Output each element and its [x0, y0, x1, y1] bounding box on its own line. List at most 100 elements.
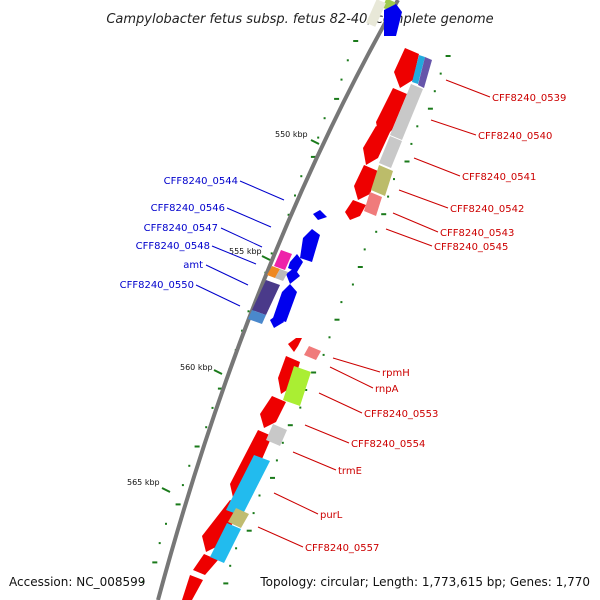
- gene-feature: [379, 136, 402, 168]
- gene-feature: [364, 192, 382, 216]
- gc-dot: [141, 580, 144, 583]
- gene-arrow-forward: [313, 210, 327, 220]
- leader-line: [413, 157, 461, 177]
- gc-dot: [439, 72, 442, 75]
- tick-mark: [310, 139, 320, 145]
- gene-arrow-reverse: [354, 165, 378, 200]
- forward-feature-blocks: [248, 250, 292, 324]
- gc-dot: [381, 213, 387, 216]
- gene-feature: [304, 346, 321, 360]
- gene-label-cff8240-0548: CFF8240_0548: [136, 241, 210, 252]
- gene-label-cff8240-0539: CFF8240_0539: [492, 93, 566, 104]
- map-title: Campylobacter fetus subsp. fetus 82-40, …: [106, 12, 493, 27]
- gc-dot: [252, 512, 255, 515]
- gc-dot: [281, 441, 284, 444]
- gc-dot: [375, 230, 378, 233]
- leader-line: [392, 212, 439, 233]
- gene-arrow-reverse: [182, 575, 203, 600]
- forward-leader-lines: [195, 180, 285, 307]
- gene-label-cff8240-0547: CFF8240_0547: [144, 223, 218, 234]
- gc-dot: [340, 301, 343, 304]
- forward-gene-labels: CFF8240_0544 CFF8240_0546 CFF8240_0547 C…: [120, 176, 238, 291]
- gc-dot: [416, 125, 419, 128]
- gc-dot: [175, 503, 181, 506]
- accession-text: Accession: NC_008599: [9, 575, 145, 589]
- gene-feature: [390, 84, 423, 140]
- gc-dot: [323, 117, 326, 120]
- gene-feature: [228, 508, 249, 528]
- gc-dot: [387, 195, 390, 198]
- gc-dot: [393, 178, 395, 181]
- gc-dot: [258, 494, 261, 497]
- gc-dot: [294, 194, 296, 197]
- reverse-leader-lines: [257, 79, 491, 548]
- gene-feature: [371, 165, 393, 196]
- gc-dot: [181, 484, 184, 487]
- gc-dot: [404, 160, 410, 163]
- gene-label-cff8240-0550: CFF8240_0550: [120, 280, 194, 291]
- gc-dot: [223, 582, 229, 585]
- gene-arrow-forward: [300, 229, 320, 262]
- gene-label-cff8240-0541: CFF8240_0541: [462, 172, 536, 183]
- leader-line: [239, 180, 285, 201]
- gc-dot: [410, 142, 413, 145]
- gc-dot: [351, 283, 354, 286]
- gc-dot: [353, 40, 359, 42]
- gene-arrow-forward: [384, 4, 402, 36]
- gene-arrow-reverse: [376, 88, 407, 142]
- gene-arrow-forward: [286, 268, 300, 284]
- gc-dot: [346, 59, 349, 62]
- gene-arrow-reverse: [394, 48, 419, 88]
- leader-line: [257, 526, 304, 548]
- leader-line: [226, 207, 272, 228]
- gc-dot: [340, 78, 343, 81]
- gene-feature: [412, 55, 425, 84]
- leader-line: [398, 189, 449, 209]
- gc-dot: [427, 107, 433, 110]
- gc-dot: [357, 266, 363, 268]
- gc-dot: [235, 547, 238, 550]
- leader-line: [273, 492, 319, 515]
- leader-line: [385, 228, 433, 247]
- gene-label-cff8240-0546: CFF8240_0546: [151, 203, 225, 214]
- gene-label-rnpa: rnpA: [375, 384, 399, 395]
- gene-arrow-reverse: [260, 396, 286, 428]
- tick-label-565: 565 kbp: [127, 478, 160, 487]
- gene-label-cff8240-0542: CFF8240_0542: [450, 204, 524, 215]
- tick-mark: [261, 255, 271, 261]
- gc-dot: [300, 175, 303, 178]
- gene-feature: [267, 266, 280, 278]
- gc-dot: [152, 561, 158, 564]
- gc-dot: [217, 387, 223, 390]
- leader-line: [211, 245, 257, 265]
- leader-line: [332, 357, 381, 373]
- gene-arrow-reverse: [345, 200, 366, 220]
- gc-dot: [334, 318, 340, 321]
- gc-dot: [311, 371, 317, 374]
- leader-line: [195, 284, 241, 307]
- gene-feature: [418, 57, 432, 88]
- leader-line: [329, 366, 374, 389]
- gc-dot: [270, 476, 275, 479]
- gene-arrow-forward: [270, 314, 284, 328]
- gene-label-cff8240-0544: CFF8240_0544: [164, 176, 238, 187]
- tick-label-555: 555 kbp: [229, 247, 262, 256]
- gc-dot: [270, 252, 273, 255]
- gc-dot: [334, 97, 340, 100]
- tick-mark: [213, 369, 223, 375]
- gene-label-cff8240-0543: CFF8240_0543: [440, 228, 514, 239]
- gc-dot: [433, 90, 436, 93]
- gc-dot: [165, 522, 167, 525]
- leader-line: [318, 392, 363, 414]
- gene-arrow-reverse: [193, 554, 218, 575]
- gc-dot: [194, 445, 200, 448]
- tick-label-550: 550 kbp: [275, 130, 308, 139]
- gene-arrow-reverse: [363, 126, 390, 165]
- gene-feature: [266, 424, 287, 446]
- gc-dot: [328, 336, 331, 339]
- scale-ticks: 550 kbp 555 kbp 560 kbp 565 kbp: [127, 130, 320, 493]
- gc-dot: [445, 55, 451, 57]
- leader-line: [205, 264, 249, 286]
- forward-strand-genes: [270, 210, 327, 328]
